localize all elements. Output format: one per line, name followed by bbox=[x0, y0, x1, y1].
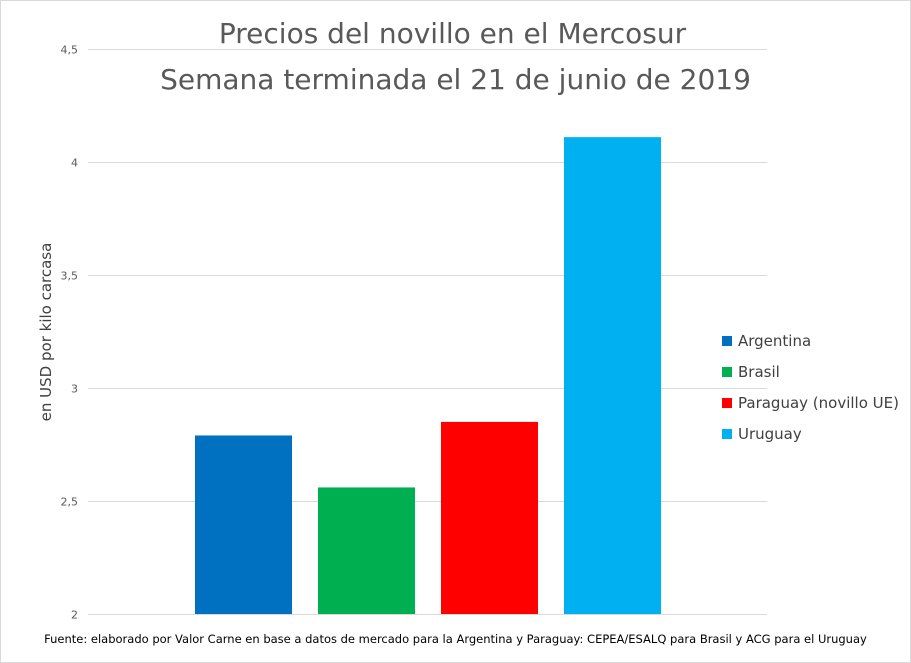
bar-uruguay bbox=[564, 137, 661, 614]
legend-item-uruguay: Uruguay bbox=[722, 418, 899, 449]
bar-paraguay bbox=[441, 421, 538, 614]
legend-label: Uruguay bbox=[738, 424, 802, 443]
y-tick-label: 2,5 bbox=[61, 496, 79, 509]
chart-title: Precios del novillo en el Mercosur bbox=[218, 17, 687, 50]
legend-item-paraguay: Paraguay (novillo UE) bbox=[722, 387, 899, 418]
legend-item-argentina: Argentina bbox=[722, 325, 899, 356]
chart-subtitle: Semana terminada el 21 de junio de 2019 bbox=[160, 63, 751, 96]
bar-argentina bbox=[195, 435, 292, 614]
legend-item-brasil: Brasil bbox=[722, 356, 899, 387]
y-tick-label: 4,5 bbox=[61, 44, 79, 57]
y-tick-label: 3 bbox=[71, 383, 78, 396]
legend-swatch bbox=[722, 366, 732, 377]
legend-swatch bbox=[722, 397, 732, 408]
legend-label: Paraguay (novillo UE) bbox=[738, 393, 899, 412]
gridlines bbox=[88, 49, 767, 615]
legend-label: Brasil bbox=[738, 362, 780, 381]
source-footnote: Fuente: elaborado por Valor Carne en bas… bbox=[44, 632, 867, 646]
legend-label: Argentina bbox=[738, 331, 812, 350]
legend-swatch bbox=[722, 428, 732, 439]
bar-brasil bbox=[318, 487, 415, 614]
legend-swatch bbox=[722, 335, 732, 346]
y-tick-labels: 2 2,5 3 3,5 4 4,5 bbox=[61, 44, 79, 622]
legend: Argentina Brasil Paraguay (novillo UE) Urug… bbox=[722, 325, 899, 449]
bars bbox=[195, 137, 661, 614]
y-tick-label: 3,5 bbox=[61, 270, 79, 283]
y-tick-label: 2 bbox=[71, 609, 78, 622]
y-tick-label: 4 bbox=[71, 157, 78, 170]
